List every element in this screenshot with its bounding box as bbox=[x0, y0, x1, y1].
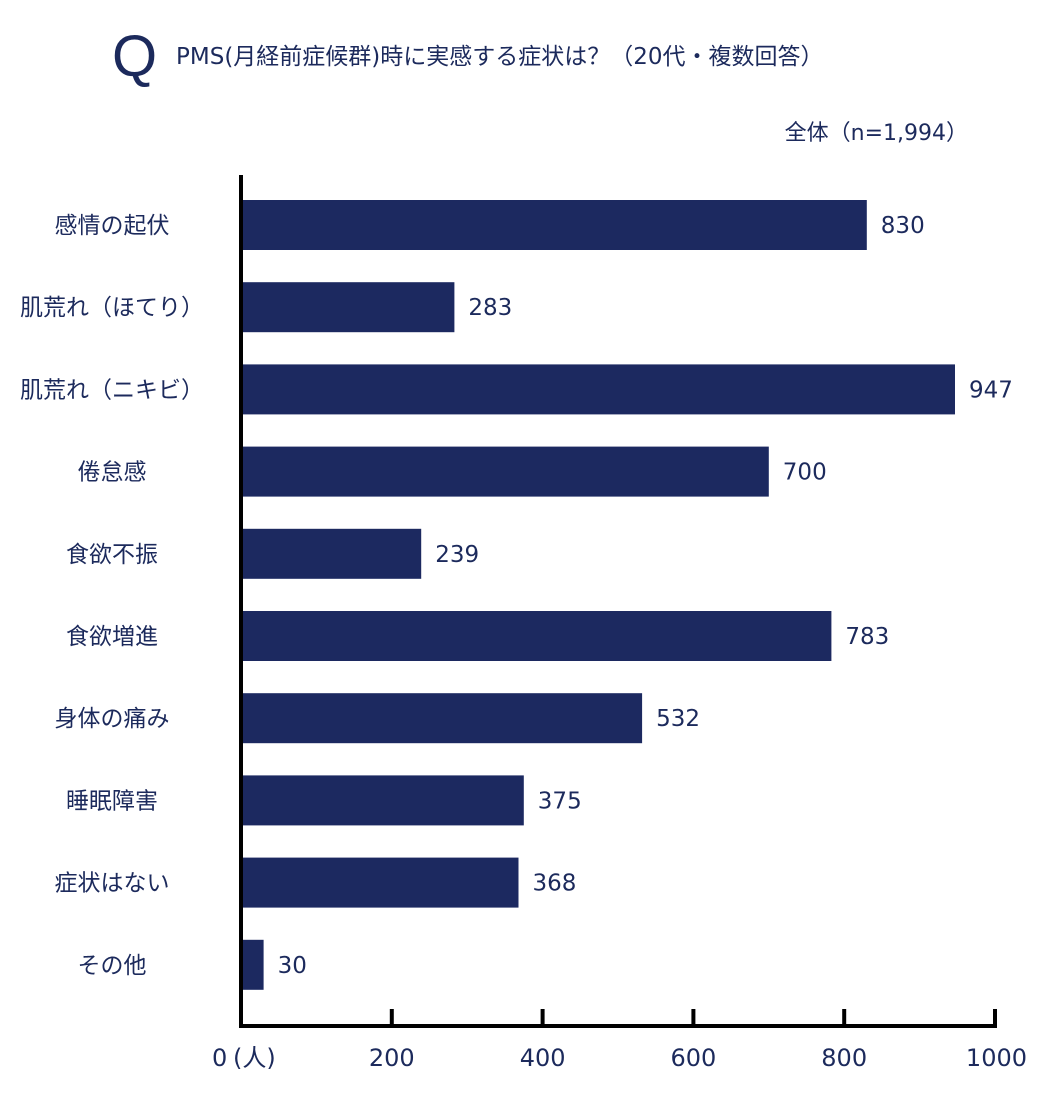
value-label: 947 bbox=[969, 377, 1013, 403]
chart-title: PMS(月経前症候群)時に実感する症状は？（20代・複数回答） bbox=[176, 44, 824, 70]
question-mark-q: Q bbox=[112, 24, 158, 89]
bar-4 bbox=[243, 446, 769, 497]
category-label: 肌荒れ（ニキビ） bbox=[20, 377, 204, 403]
x-tick-label: 600 bbox=[670, 1044, 716, 1072]
category-label: 感情の起伏 bbox=[55, 213, 170, 239]
value-label: 783 bbox=[845, 624, 889, 650]
category-label: 食欲不振 bbox=[66, 542, 158, 568]
value-label: 368 bbox=[533, 871, 577, 897]
category-label: 症状はない bbox=[55, 871, 170, 897]
bar-7 bbox=[243, 693, 643, 744]
x-tick-label: 200 bbox=[369, 1044, 415, 1072]
value-label: 532 bbox=[656, 706, 700, 732]
bar-6 bbox=[243, 611, 832, 661]
x-axis-unit-label: (人) bbox=[233, 1044, 276, 1072]
category-label: 食欲増進 bbox=[66, 624, 158, 650]
category-label: 肌荒れ（ほてり） bbox=[20, 295, 204, 321]
value-label: 30 bbox=[278, 953, 307, 979]
bar-8 bbox=[243, 775, 524, 826]
value-label: 700 bbox=[783, 460, 827, 486]
category-label: 睡眠障害 bbox=[66, 788, 158, 814]
bar-9 bbox=[243, 857, 519, 908]
x-tick-label: 400 bbox=[520, 1044, 566, 1072]
bar-3 bbox=[243, 364, 955, 415]
x-tick-label: 1000 bbox=[966, 1044, 1027, 1072]
sample-size-label: 全体（n=1,994） bbox=[784, 121, 968, 146]
category-label: その他 bbox=[78, 953, 147, 979]
category-label: 倦怠感 bbox=[78, 460, 147, 486]
bar-2 bbox=[243, 282, 455, 333]
x-tick-label: 0 bbox=[212, 1044, 227, 1072]
value-label: 830 bbox=[881, 213, 925, 239]
category-label: 身体の痛み bbox=[55, 706, 170, 732]
x-tick-label: 800 bbox=[821, 1044, 867, 1072]
bar-5 bbox=[243, 528, 422, 579]
value-label: 283 bbox=[468, 295, 512, 321]
value-label: 375 bbox=[538, 788, 582, 814]
value-label: 239 bbox=[435, 542, 479, 568]
bar-1 bbox=[243, 200, 867, 250]
bar-10 bbox=[243, 939, 264, 990]
